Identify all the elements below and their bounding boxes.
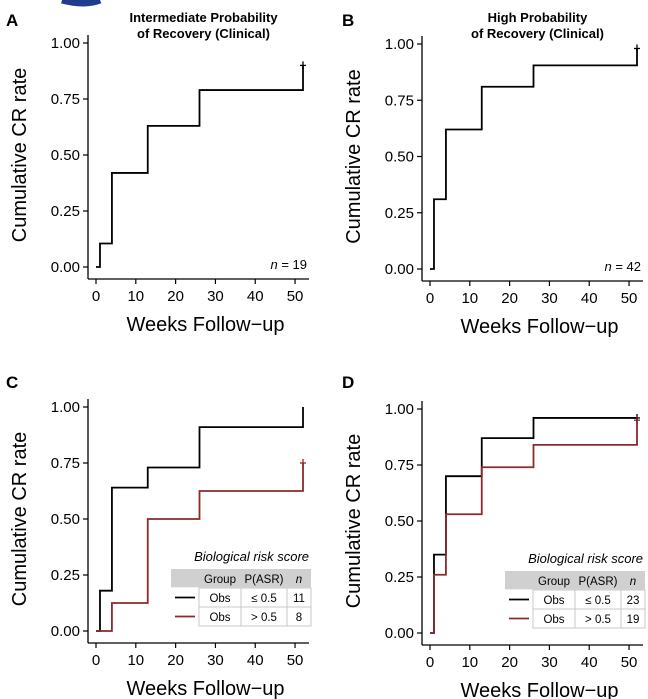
panel-c-legend-header: P(ASR): [245, 574, 284, 586]
panel-b-x-tick-label: 30: [541, 290, 558, 307]
panel-d-legend-header-bg: [505, 571, 645, 590]
panel-c-series-2-line: [96, 463, 304, 632]
panel-c-legend-header: n: [296, 574, 302, 586]
panel-a-y-tick-label: 0.50: [51, 147, 80, 164]
panel-d-x-label: Weeks Follow−up: [460, 680, 618, 699]
panel-d-legend-title: Biological risk score: [528, 551, 643, 566]
panel-a-title-line: of Recovery (Clinical): [137, 26, 270, 41]
panel-b-title-line: High Probability: [488, 10, 588, 25]
panel-a-x-tick-label: 30: [207, 288, 224, 305]
panel-a-y-tick-label: 0.75: [51, 91, 80, 108]
panel-b-x-tick-label: 50: [621, 290, 638, 307]
panel-c-x-tick-label: 20: [167, 652, 184, 669]
panel-d-series-2-line: [430, 420, 638, 634]
panel-a-x-tick-label: 20: [167, 288, 184, 305]
panel-c-legend-title: Biological risk score: [194, 549, 309, 564]
panel-d-legend-n: 19: [627, 614, 640, 626]
panel-c-y-tick-label: 0.75: [51, 455, 80, 472]
panel-c-legend-n: 11: [293, 593, 305, 605]
panel-d-legend-header: P(ASR): [579, 576, 618, 588]
panel-c-legend-n: 8: [296, 612, 302, 624]
panel-c-legend-p: > 0.5: [251, 612, 277, 624]
panel-c-y-tick-label: 0.00: [51, 623, 80, 640]
panel-c-legend-p: ≤ 0.5: [251, 593, 277, 605]
panel-d-letter: D: [342, 373, 354, 392]
panel-b-y-tick-label: 0.75: [385, 92, 414, 109]
panel-c-legend-group: Obs: [209, 612, 230, 624]
panel-b-letter: B: [342, 11, 354, 30]
panel-d-y-tick-label: 0.75: [385, 457, 414, 474]
panel-d-legend-group: Obs: [543, 595, 564, 607]
panel-c-x-tick-label: 0: [92, 652, 100, 669]
panel-d-y-tick-label: 1.00: [385, 401, 414, 418]
panel-d-x-tick-label: 20: [501, 654, 518, 671]
panel-a-title-line: Intermediate Probability: [129, 10, 278, 25]
panel-a-x-tick-label: 10: [127, 288, 144, 305]
panel-d-x-tick-label: 10: [461, 654, 478, 671]
panel-c-x-label: Weeks Follow−up: [126, 678, 284, 699]
panel-c-y-tick-label: 0.50: [51, 511, 80, 528]
panel-a-y-tick-label: 0.00: [51, 259, 80, 276]
panel-c-x-tick-label: 40: [247, 652, 264, 669]
panel-b-title-line: of Recovery (Clinical): [471, 26, 604, 41]
panel-d-legend-p: ≤ 0.5: [585, 595, 611, 607]
panel-d-x-tick-label: 30: [541, 654, 558, 671]
panel-d-y-label: Cumulative CR rate: [343, 434, 365, 609]
panel-b-x-tick-label: 40: [581, 290, 598, 307]
panel-c-legend-group: Obs: [209, 593, 230, 605]
panel-a-series-1-line: [96, 65, 304, 268]
panel-b-y-tick-label: 0.25: [385, 205, 414, 222]
panel-d-y-tick-label: 0.50: [385, 513, 414, 530]
panel-d-x-tick-label: 50: [621, 654, 638, 671]
panel-d-legend-header: Group: [538, 576, 570, 588]
panel-b-y-tick-label: 1.00: [385, 36, 414, 53]
panel-c-y-label: Cumulative CR rate: [9, 432, 31, 607]
panel-d-legend-n: 23: [627, 595, 640, 607]
panel-b-series-1-line: [430, 48, 638, 270]
panel-a-y-tick-label: 1.00: [51, 35, 80, 52]
panel-d-legend-group: Obs: [543, 614, 564, 626]
panel-d-x-tick-label: 40: [581, 654, 598, 671]
panel-b-x-label: Weeks Follow−up: [460, 316, 618, 338]
panel-c-legend-header: Group: [204, 574, 236, 586]
panel-b-y-label: Cumulative CR rate: [343, 69, 365, 244]
panel-a-x-tick-label: 0: [92, 288, 100, 305]
panel-c-x-tick-label: 50: [287, 652, 304, 669]
panel-a-x-tick-label: 40: [247, 288, 264, 305]
panel-d-legend-cell: [620, 608, 646, 629]
panel-a-x-tick-label: 50: [287, 288, 304, 305]
panel-c-x-tick-label: 10: [127, 652, 144, 669]
panel-c-series-1-line: [96, 407, 304, 632]
panel-c-y-tick-label: 1.00: [51, 399, 80, 416]
panel-b-x-tick-label: 10: [461, 290, 478, 307]
panel-d-y-tick-label: 0.25: [385, 569, 414, 586]
panel-b-y-tick-label: 0.00: [385, 261, 414, 278]
decorative-arc: [61, 0, 102, 7]
panel-d-y-tick-label: 0.00: [385, 625, 414, 642]
panel-d-legend-header: n: [630, 576, 636, 588]
panel-c-y-tick-label: 0.25: [51, 567, 80, 584]
panel-b-x-tick-label: 20: [501, 290, 518, 307]
panel-a-n-label: n = 19: [270, 257, 307, 272]
panel-d-x-tick-label: 0: [426, 654, 434, 671]
panel-a-letter: A: [6, 11, 18, 30]
panel-d-legend-p: > 0.5: [585, 614, 611, 626]
panel-b-y-tick-label: 0.50: [385, 149, 414, 166]
panel-b-x-tick-label: 0: [426, 290, 434, 307]
panel-b-n-label: n = 42: [604, 259, 641, 274]
panel-c-letter: C: [6, 373, 18, 392]
panel-a-y-label: Cumulative CR rate: [9, 68, 31, 243]
panel-c-legend-header-bg: [171, 569, 311, 588]
panel-c-legend-cell: [286, 606, 312, 627]
panel-c-x-tick-label: 30: [207, 652, 224, 669]
panel-a-x-label: Weeks Follow−up: [126, 314, 284, 336]
panel-a-y-tick-label: 0.25: [51, 203, 80, 220]
